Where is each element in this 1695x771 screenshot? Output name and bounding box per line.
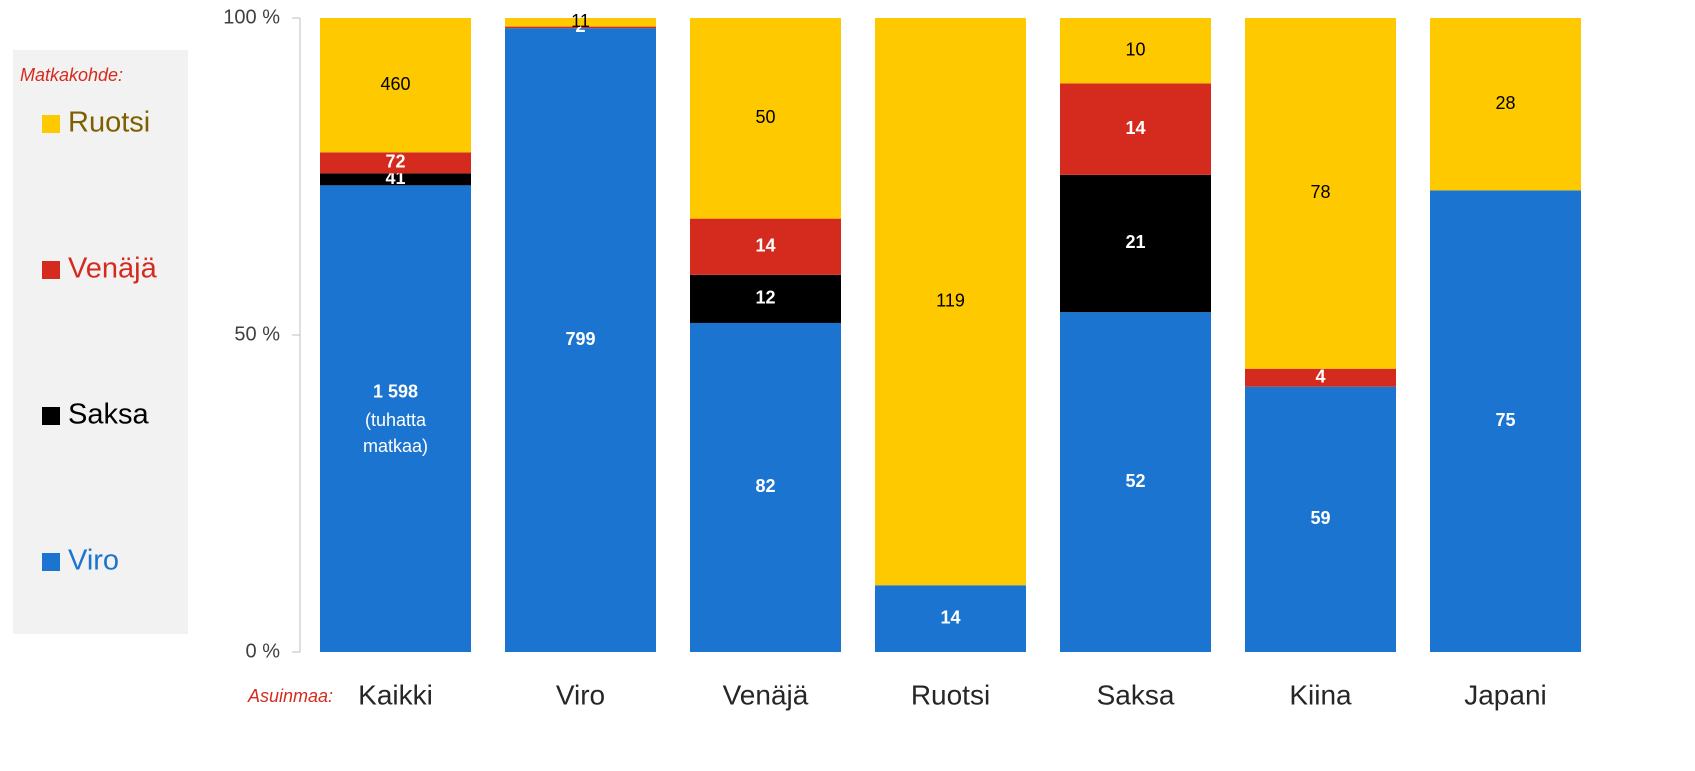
bar-segment [1060,18,1211,84]
bar-segment [320,185,471,652]
legend-label: Venäjä [68,253,158,285]
legend-swatch [42,407,60,425]
data-label: 50 [755,107,775,127]
legend-label: Saksa [68,399,149,431]
data-label: 10 [1125,39,1145,59]
legend-label: Viro [68,545,119,577]
bar-segment [1245,368,1396,387]
bar-segment [1060,312,1211,652]
bar-segment [320,152,471,174]
data-label: 14 [940,607,960,627]
data-label: 52 [1125,471,1145,491]
bar-segment [690,322,841,652]
bar-segment [690,218,841,275]
data-label: 460 [380,74,410,94]
data-label: 1 598 [373,381,418,401]
legend-label: Ruotsi [68,107,150,139]
bar-segment [875,18,1026,586]
data-label: 4 [1315,366,1325,386]
bar-segment [1060,83,1211,175]
data-label: 28 [1495,93,1515,113]
x-tick-label: Kiina [1289,679,1352,710]
x-axis-label: Asuinmaa: [247,686,333,706]
legend-swatch [42,553,60,571]
bar-segment [1430,18,1581,191]
bar-segment [875,585,1026,652]
data-label: 21 [1125,232,1145,252]
x-tick-label: Saksa [1097,679,1175,710]
data-label: 799 [565,329,595,349]
x-tick-label: Kaikki [358,679,433,710]
data-label: 75 [1495,410,1515,430]
y-tick-label: 0 % [246,640,281,662]
bar-segment [505,26,656,29]
bar-segment [1060,174,1211,313]
x-tick-label: Ruotsi [911,679,990,710]
bar-segment [1245,386,1396,652]
bar-segment [505,28,656,652]
y-tick-label: 50 % [234,323,280,345]
bar-segment [1430,190,1581,652]
bar-segment [320,18,471,153]
annotation: (tuhatta matkaa) [362,409,429,456]
data-label: 119 [936,290,965,310]
bar-segment [505,18,656,27]
y-tick-label: 100 % [223,6,280,28]
x-tick-label: Viro [556,679,605,710]
bar-segment [1245,18,1396,369]
data-label: 14 [1125,118,1145,138]
legend-panel [13,50,188,634]
bar-segment [690,274,841,323]
legend-swatch [42,115,60,133]
legend-title: Matkakohde: [20,65,123,85]
bar-segment [690,18,841,219]
data-label: 72 [385,152,405,172]
data-label: 14 [755,235,775,255]
x-tick-label: Venäjä [723,679,809,710]
bar-segment [320,173,471,186]
data-label: 59 [1310,508,1330,528]
data-label: 82 [755,476,775,496]
legend-swatch [42,261,60,279]
data-label: 12 [755,288,775,308]
data-label: 78 [1310,182,1330,202]
x-tick-label: Japani [1464,679,1547,710]
data-label: 11 [571,11,590,31]
